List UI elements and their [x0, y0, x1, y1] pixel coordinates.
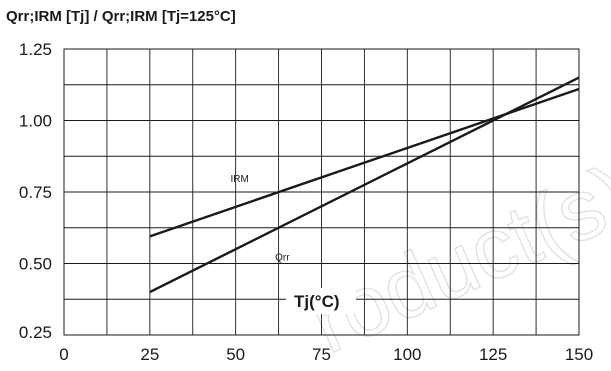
series-line-qrr	[149, 76, 580, 294]
y-tick-label: 0.25	[19, 323, 52, 342]
y-tick-label: 1.25	[19, 40, 52, 59]
x-tick-label: 75	[312, 345, 331, 364]
x-tick-label: 25	[140, 345, 159, 364]
x-tick-label: 0	[59, 345, 68, 364]
x-tick-label: 100	[393, 345, 421, 364]
x-tick-label: 150	[565, 345, 593, 364]
x-axis-label-bg	[286, 288, 356, 314]
y-tick-label: 0.50	[19, 255, 52, 274]
grid	[64, 49, 579, 335]
x-tick-label: 50	[226, 345, 245, 364]
watermark: roduct(s)	[297, 146, 611, 371]
y-tick-label: 0.75	[19, 183, 52, 202]
chart-title: Qrr;IRM [Tj] / Qrr;IRM [Tj=125°C]	[6, 8, 236, 25]
x-axis-label: Tj(°C)	[294, 292, 340, 311]
y-tick-label: 1.00	[19, 112, 52, 131]
x-tick-labels: 0 25 50 75 100 125 150	[59, 345, 593, 364]
y-tick-labels: 0.25 0.50 0.75 1.00 1.25	[19, 40, 52, 342]
plot-frame	[63, 48, 580, 336]
series-label-qrr: Qrr	[275, 253, 290, 264]
x-tick-label: 125	[479, 345, 507, 364]
series-layer: IRM Qrr	[149, 76, 580, 294]
series-label-irm: IRM	[231, 174, 249, 185]
